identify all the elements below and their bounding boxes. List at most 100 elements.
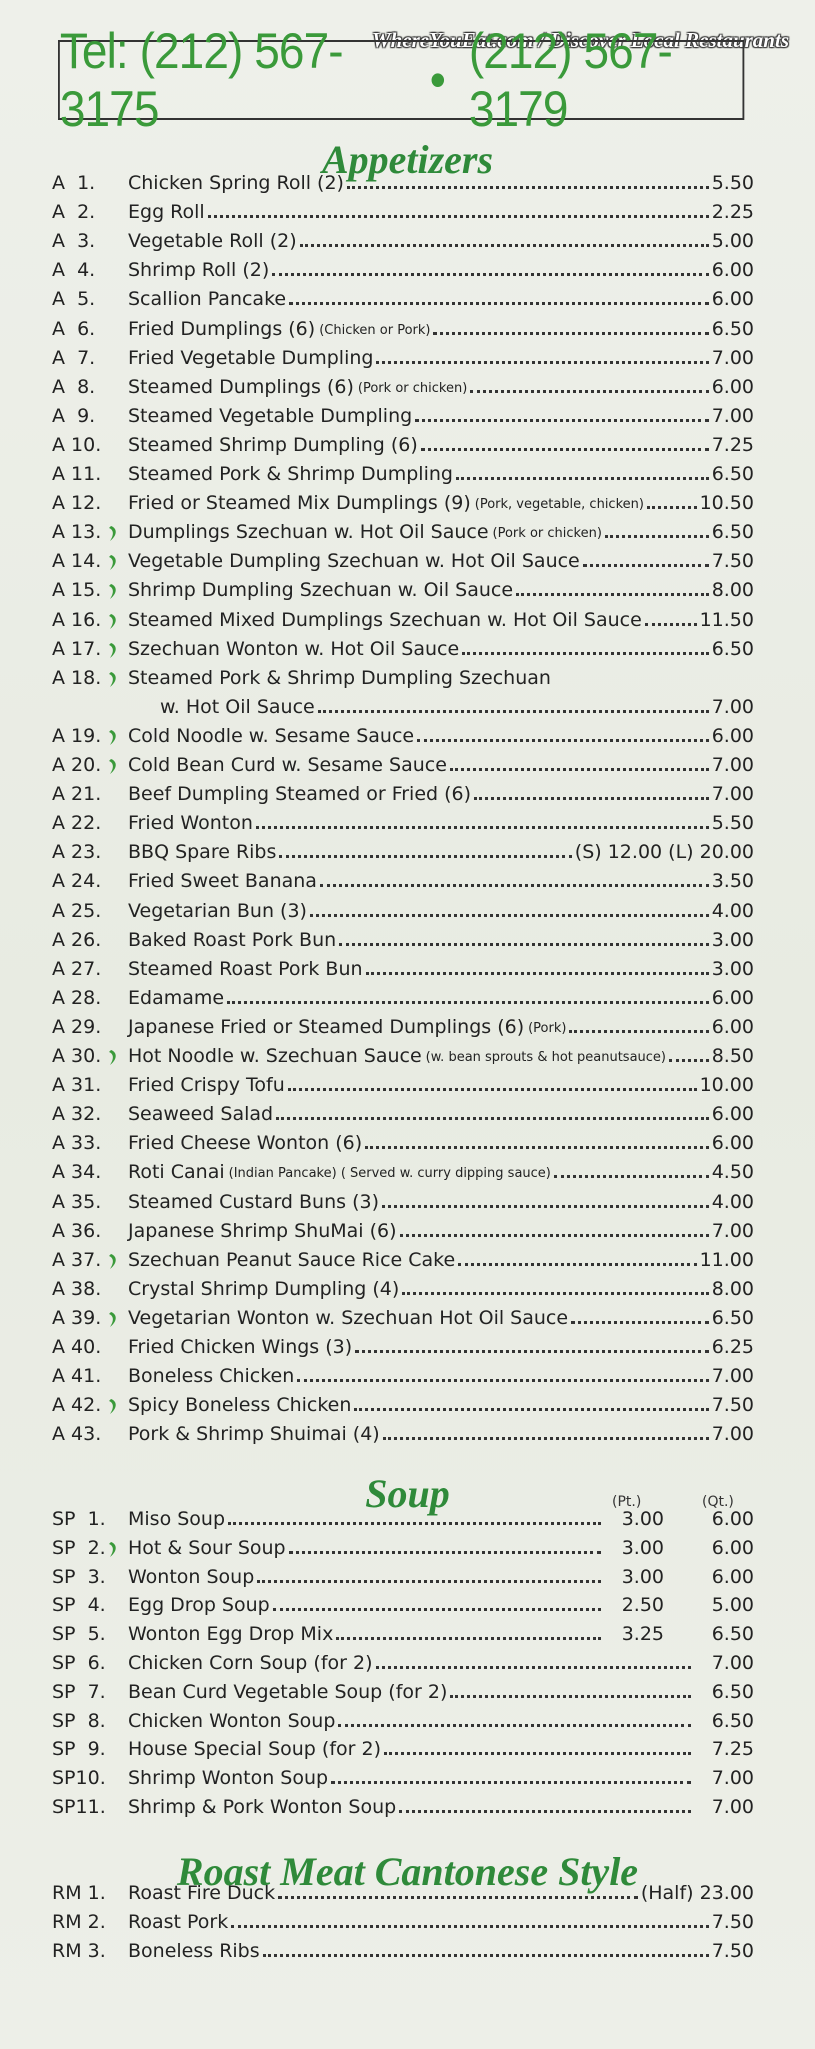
menu-item: A 19. Cold Noodle w. Sesame Sauce 6.00 bbox=[52, 719, 754, 747]
menu-item: A 22. Fried Wonton 5.50 bbox=[52, 806, 754, 834]
item-price: 6.00 bbox=[711, 288, 754, 311]
item-name: Japanese Shrimp ShuMai (6) bbox=[128, 1219, 397, 1242]
menu-item: A 7. Fried Vegetable Dumpling 7.00 bbox=[52, 341, 754, 369]
menu-item: A 43. Pork & Shrimp Shuimai (4) 7.00 bbox=[52, 1417, 754, 1445]
spicy-icon bbox=[109, 729, 116, 745]
menu-item: A 18. Steamed Pork & Shrimp Dumpling Szec… bbox=[52, 661, 754, 689]
leader bbox=[262, 1954, 709, 1958]
leader bbox=[604, 535, 709, 539]
menu-item: A 27. Steamed Roast Pork Bun 3.00 bbox=[52, 952, 754, 980]
item-code: A 20. bbox=[52, 754, 102, 776]
leader bbox=[319, 884, 709, 888]
item-price: 4.00 bbox=[711, 1190, 754, 1213]
item-name: Szechuan Wonton w. Hot Oil Sauce bbox=[128, 637, 460, 660]
item-price: 6.00 bbox=[711, 986, 754, 1009]
menu-item: SP 5. Wonton Egg Drop Mix 3.25 6.50 bbox=[52, 1617, 754, 1645]
item-code: A 30. bbox=[52, 1045, 102, 1067]
item-name: Vegetarian Wonton w. Szechuan Hot Oil Sa… bbox=[128, 1306, 569, 1329]
item-price: 5.50 bbox=[711, 172, 754, 194]
item-price: 7.50 bbox=[711, 1940, 754, 1963]
item-code: A 10. bbox=[52, 433, 102, 456]
item-name: Hot Noodle w. Szechuan Sauce bbox=[128, 1045, 422, 1067]
item-price: 6.00 bbox=[711, 1132, 754, 1155]
item-name: Steamed Pork & Shrimp Dumpling Szechuan bbox=[128, 666, 551, 689]
menu-item: A 37. Szechuan Peanut Sauce Rice Cake 11.0… bbox=[52, 1243, 754, 1271]
item-price: 5.00 bbox=[711, 230, 754, 253]
item-code: A 12. bbox=[52, 492, 102, 515]
leader bbox=[382, 1204, 709, 1208]
leader bbox=[571, 1320, 709, 1324]
item-name: Fried Vegetable Dumpling bbox=[128, 346, 374, 369]
menu-item: RM 3. Boneless Ribs 7.50 bbox=[52, 1934, 754, 1962]
leader bbox=[346, 186, 709, 189]
item-price-pt: 2.50 bbox=[621, 1594, 664, 1617]
item-price: 7.50 bbox=[711, 550, 754, 573]
item-price: 6.50 bbox=[711, 317, 754, 340]
item-name: Baked Roast Pork Bun bbox=[128, 928, 337, 951]
leader bbox=[272, 1608, 601, 1612]
item-name: Miso Soup bbox=[128, 1508, 226, 1530]
item-name: Fried Wonton bbox=[128, 812, 253, 835]
item-code: A 33. bbox=[52, 1132, 102, 1155]
spicy-icon bbox=[109, 642, 116, 658]
menu-item: A 21. Beef Dumpling Steamed or Fried (6) 7… bbox=[52, 777, 754, 805]
item-code: SP 3. bbox=[52, 1565, 106, 1588]
item-price: 7.00 bbox=[711, 695, 754, 718]
item-code: A 28. bbox=[52, 986, 102, 1009]
item-code: A 4. bbox=[52, 259, 96, 282]
item-price: 6.00 bbox=[711, 375, 754, 398]
item-code: SP 9. bbox=[52, 1738, 106, 1761]
leader bbox=[336, 1637, 601, 1641]
item-price: 8.00 bbox=[711, 1277, 754, 1300]
item-code: A 36. bbox=[52, 1219, 102, 1242]
separator: • bbox=[429, 52, 446, 108]
item-name: Shrimp Wonton Soup bbox=[128, 1767, 329, 1790]
menu-item: A 16. Steamed Mixed Dumplings Szechuan w.… bbox=[52, 603, 754, 631]
item-price: 7.50 bbox=[711, 1394, 754, 1417]
item-name: Steamed Dumplings (6) bbox=[128, 375, 354, 398]
item-name: Wonton Egg Drop Mix bbox=[128, 1623, 334, 1646]
menu-item: A 24. Fried Sweet Banana 3.50 bbox=[52, 864, 754, 892]
leader bbox=[474, 797, 709, 801]
item-code: A 31. bbox=[52, 1074, 102, 1097]
item-code: A 18. bbox=[52, 666, 102, 689]
leader bbox=[383, 1752, 691, 1756]
spicy-icon bbox=[109, 555, 116, 571]
item-price: (Half) 23.00 bbox=[640, 1882, 754, 1904]
item-code: A 19. bbox=[52, 724, 102, 747]
leader bbox=[402, 1291, 709, 1295]
leader bbox=[279, 855, 572, 859]
leader bbox=[231, 1925, 709, 1929]
menu-item: SP 2. Hot & Sour Soup 3.00 6.00 bbox=[52, 1531, 754, 1559]
leader bbox=[317, 709, 709, 713]
spicy-icon bbox=[109, 1253, 116, 1269]
item-code: A 38. bbox=[52, 1277, 102, 1300]
item-code: SP11. bbox=[52, 1796, 106, 1818]
menu-item: SP 1. Miso Soup 3.00 6.00 bbox=[52, 1502, 754, 1530]
item-name: Cold Noodle w. Sesame Sauce bbox=[128, 724, 415, 747]
item-note: (Pork or chicken) bbox=[492, 526, 602, 542]
item-price-qt: 7.25 bbox=[711, 1738, 754, 1761]
leader bbox=[376, 360, 709, 364]
item-price-pt: 3.25 bbox=[621, 1623, 664, 1646]
item-name: Spicy Boneless Chicken bbox=[128, 1394, 352, 1417]
menu-item: A 41. Boneless Chicken 7.00 bbox=[52, 1359, 754, 1387]
item-name: Hot & Sour Soup bbox=[128, 1536, 286, 1559]
item-note: (Pork) bbox=[528, 1020, 567, 1036]
item-name: Szechuan Peanut Sauce Rice Cake bbox=[128, 1248, 456, 1271]
leader bbox=[278, 1896, 638, 1899]
item-name: Scallion Pancake bbox=[128, 288, 287, 311]
item-price: 3.00 bbox=[711, 957, 754, 980]
item-code: A 17. bbox=[52, 637, 102, 660]
item-name: Chicken Spring Roll (2) bbox=[128, 172, 344, 194]
item-price: 6.00 bbox=[711, 724, 754, 747]
item-name: Wonton Soup bbox=[128, 1565, 255, 1588]
item-code: SP 2. bbox=[52, 1536, 106, 1559]
item-name: Vegetarian Bun (3) bbox=[128, 899, 307, 922]
menu-item: A 14. Vegetable Dumpling Szechuan w. Hot … bbox=[52, 544, 754, 572]
item-price: 7.25 bbox=[711, 433, 754, 456]
item-note: (Pork, vegetable, chicken) bbox=[474, 497, 644, 513]
item-price-qt: 7.00 bbox=[711, 1796, 754, 1818]
leader bbox=[449, 768, 709, 771]
